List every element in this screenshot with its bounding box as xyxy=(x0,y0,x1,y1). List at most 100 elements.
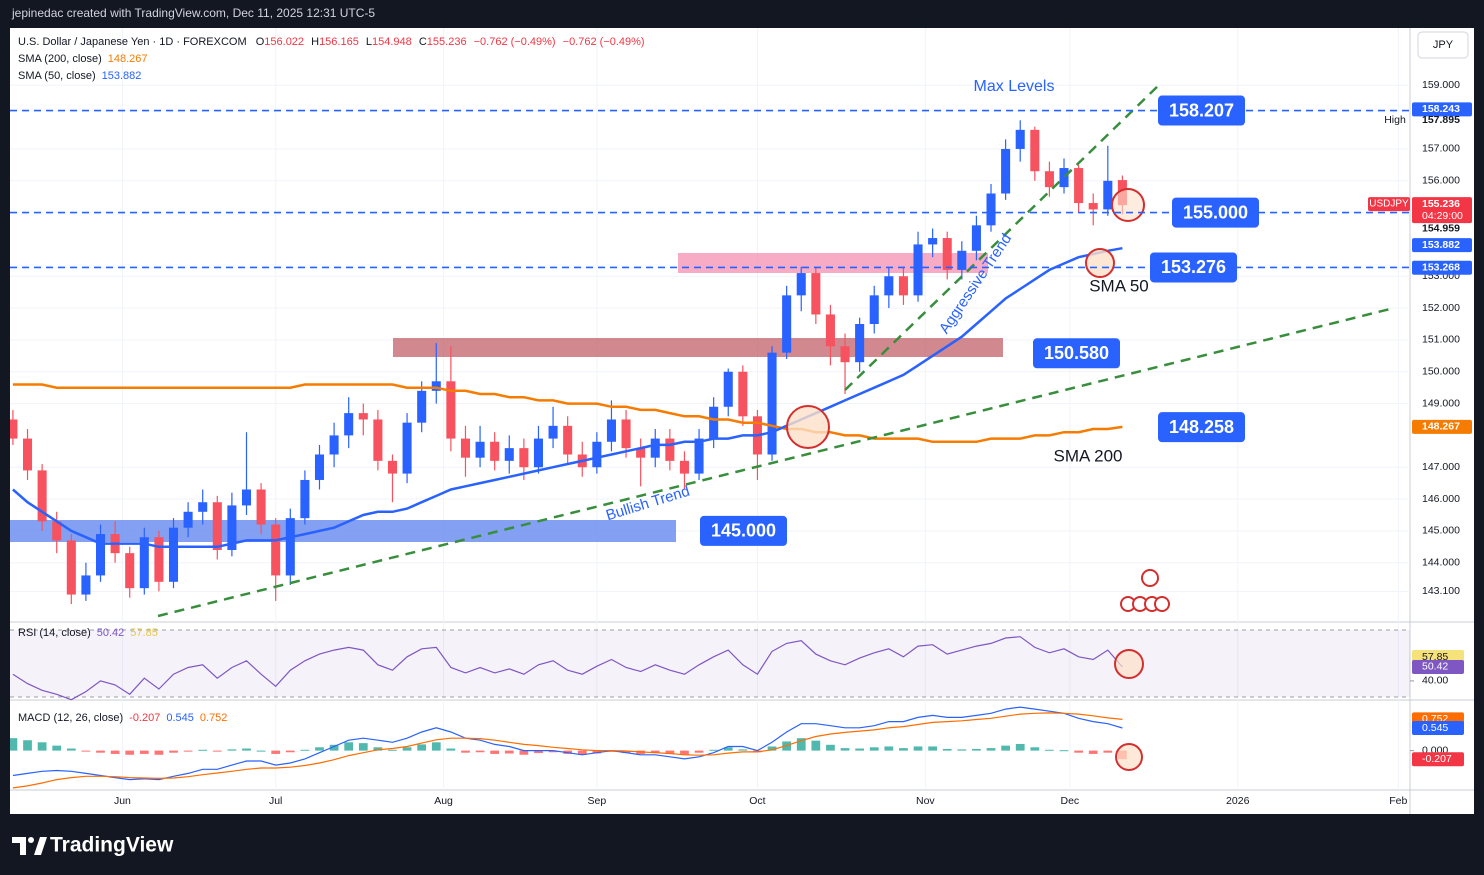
resistance-zone xyxy=(393,338,1003,357)
currency-button[interactable] xyxy=(1417,31,1469,59)
macd-histogram-bar xyxy=(899,748,908,751)
candle-body xyxy=(898,276,908,296)
macd-histogram-bar xyxy=(183,750,193,752)
candle-body xyxy=(227,505,237,550)
macd-histogram-bar xyxy=(650,750,660,754)
close-price-text: 155.236 xyxy=(1422,198,1460,210)
currency-label: JPY xyxy=(1433,39,1454,51)
legend-value: 0.752 xyxy=(200,712,228,724)
x-tick-label: 2026 xyxy=(1226,795,1250,807)
y-tick-label: 149.000 xyxy=(1422,397,1460,409)
level-label: 158.207 xyxy=(1169,100,1234,120)
candle-body xyxy=(95,534,106,576)
candle-body xyxy=(154,537,164,582)
candle-body xyxy=(300,479,310,519)
level-label: 145.000 xyxy=(711,521,776,541)
price-label-text: 153.268 xyxy=(1422,262,1460,274)
candle-body xyxy=(694,438,704,474)
price-label xyxy=(1412,221,1472,236)
candle-body xyxy=(928,238,938,245)
candle-body xyxy=(767,352,777,455)
candle-body xyxy=(329,435,339,455)
event-icon[interactable] xyxy=(1141,569,1159,587)
bullish-trend-line xyxy=(157,307,1391,618)
legend-value: 57.85 xyxy=(130,627,158,639)
x-tick-label: Jul xyxy=(269,795,282,807)
macd-histogram-bar xyxy=(402,747,412,751)
legend-label: O xyxy=(256,36,265,48)
macd-histogram-bar xyxy=(300,749,310,751)
candle-body xyxy=(606,419,616,442)
sma50-price-label-text: 153.882 xyxy=(1422,239,1460,251)
annotation-text: SMA 50 xyxy=(1089,276,1149,295)
macd-histogram-bar xyxy=(37,742,47,751)
macd-histogram-bar xyxy=(534,750,543,754)
macd-histogram-bar xyxy=(242,748,251,751)
rsi-line xyxy=(12,636,1123,701)
candle-body xyxy=(490,441,500,461)
candle-body xyxy=(402,422,412,474)
candle-body xyxy=(1001,148,1011,194)
legend-sma50: SMA (50, close) 153.882 xyxy=(18,70,141,82)
y-tick-label: 147.000 xyxy=(1422,461,1460,473)
macd-histogram-bar xyxy=(285,750,295,753)
candle-body xyxy=(811,273,821,315)
legend-value: 155.236 xyxy=(427,36,467,48)
candle-body xyxy=(139,537,149,589)
high-tag xyxy=(1381,113,1409,128)
legend-value: 50.42 xyxy=(97,627,125,639)
level-label: 155.000 xyxy=(1183,202,1248,222)
macd-histogram-bar xyxy=(10,738,18,751)
macd-histogram-bar xyxy=(592,750,602,754)
macd-histogram-bar xyxy=(811,740,821,751)
macd-histogram-bar xyxy=(738,749,748,751)
candle-body xyxy=(1015,129,1025,149)
x-tick-label: Oct xyxy=(749,795,765,807)
legend-label: C xyxy=(419,36,427,48)
macd-histogram-bar xyxy=(519,750,529,755)
legend-label: L xyxy=(366,36,372,48)
candle-body xyxy=(271,524,281,576)
level-box xyxy=(1158,95,1245,126)
event-icon[interactable] xyxy=(1154,596,1170,612)
sma200-price-label-text: 148.267 xyxy=(1422,421,1460,433)
candle-body xyxy=(198,502,208,512)
level-box xyxy=(700,515,787,546)
candle-body xyxy=(1088,203,1098,210)
macd-histogram-bar xyxy=(1001,745,1010,751)
candle-body xyxy=(548,425,558,439)
price-label-text: 154.959 xyxy=(1422,223,1460,235)
macd-histogram-bar xyxy=(1074,750,1083,753)
candle-body xyxy=(358,413,368,420)
candle-body xyxy=(855,324,865,363)
macd-axis-box xyxy=(1412,752,1464,767)
macd-histogram-bar xyxy=(417,744,427,751)
candle-body xyxy=(168,527,179,582)
macd-histogram-bar xyxy=(694,750,704,753)
macd-histogram-bar xyxy=(110,750,120,754)
signal-line xyxy=(12,712,1123,789)
symbol-tag xyxy=(1368,197,1410,212)
macd-histogram-bar xyxy=(826,744,835,751)
macd-line xyxy=(12,706,1123,781)
candle-body xyxy=(679,460,689,474)
candle-body xyxy=(10,419,18,439)
macd-histogram-bar xyxy=(169,750,178,753)
level-box xyxy=(1033,338,1120,369)
legend-value: -0.207 xyxy=(129,712,160,724)
level-label: 148.258 xyxy=(1169,417,1234,437)
macd-histogram-bar xyxy=(1059,750,1069,752)
x-tick-label: Aug xyxy=(434,795,453,807)
macd-histogram-bar xyxy=(855,748,865,751)
candle-body xyxy=(869,295,879,324)
level-box xyxy=(1172,197,1259,228)
macd-histogram-bar xyxy=(986,748,996,751)
candle-body xyxy=(738,371,748,417)
y-tick-label: 157.000 xyxy=(1422,143,1460,155)
macd-histogram-bar xyxy=(709,749,719,751)
macd-histogram-bar xyxy=(198,749,208,751)
candle-body xyxy=(81,575,91,595)
resistance-zone xyxy=(678,253,988,273)
y-tick-label: 145.000 xyxy=(1422,525,1460,537)
